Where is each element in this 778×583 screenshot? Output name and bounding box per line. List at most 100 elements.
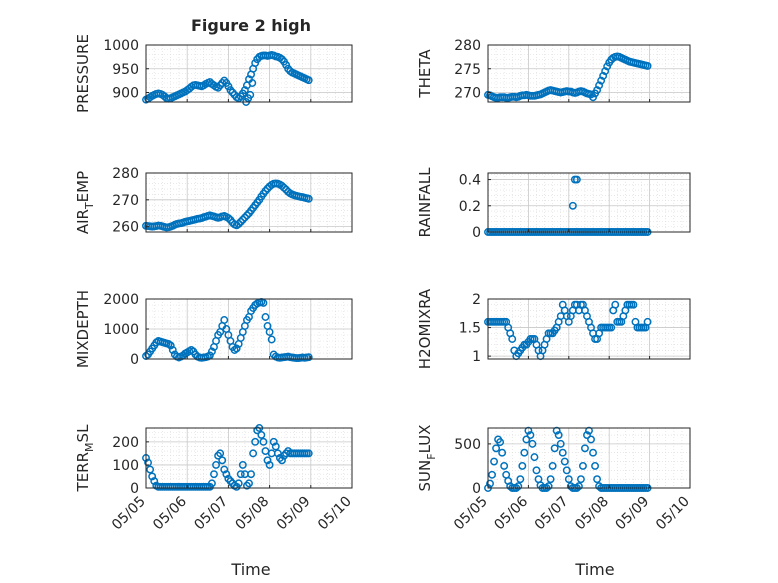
data-point xyxy=(524,426,533,435)
x-tick-label: 05/07 xyxy=(191,494,231,534)
y-tick-label: 1.5 xyxy=(459,321,481,337)
data-point xyxy=(568,201,577,210)
data-series xyxy=(142,179,313,232)
data-point xyxy=(236,470,245,479)
plot-area xyxy=(488,299,690,359)
data-point xyxy=(207,479,216,488)
data-point xyxy=(166,341,175,350)
data-point xyxy=(216,449,225,458)
x-tick-label: 05/09 xyxy=(274,494,314,534)
axes-box xyxy=(487,44,691,103)
data-point xyxy=(212,460,220,469)
x-tick-label: 05/07 xyxy=(532,494,572,534)
data-point xyxy=(278,456,286,465)
y-axis-label: MIXDEPTH xyxy=(74,290,92,368)
data-point xyxy=(560,457,569,466)
y-axis-label: AIRTEMP xyxy=(74,171,96,234)
data-point xyxy=(526,431,535,440)
y-tick-label: 0 xyxy=(130,481,139,497)
data-point xyxy=(597,76,606,85)
data-point xyxy=(222,470,231,479)
y-tick-label: 1 xyxy=(472,349,481,365)
tick-marks xyxy=(145,44,353,102)
data-point xyxy=(261,313,270,321)
data-point xyxy=(530,453,539,462)
data-point xyxy=(595,81,604,90)
y-tick-label: 275 xyxy=(454,62,481,78)
data-point xyxy=(490,457,499,466)
x-tick-label: 05/08 xyxy=(233,494,273,534)
axes-box xyxy=(487,427,691,489)
data-point xyxy=(251,437,260,446)
data-point xyxy=(232,344,241,353)
x-tick-label: 05/08 xyxy=(572,494,612,534)
data-point xyxy=(578,461,587,470)
data-point xyxy=(546,475,555,484)
y-tick-label: 0.4 xyxy=(459,173,481,189)
data-point xyxy=(611,300,620,309)
subplot-5: 0 1000 2000 MIXDEPTH xyxy=(74,290,353,368)
data-point xyxy=(589,448,597,457)
plot-area xyxy=(146,428,352,488)
data-point xyxy=(240,86,249,95)
y-tick-label: 1000 xyxy=(103,38,139,54)
y-tick-label: 260 xyxy=(112,220,139,236)
data-point xyxy=(581,444,589,453)
data-point xyxy=(242,211,251,220)
axes-box xyxy=(145,172,353,233)
data-point xyxy=(486,479,494,488)
y-axis-label: THETA xyxy=(416,49,434,99)
tick-marks xyxy=(145,298,353,360)
data-point xyxy=(249,449,258,458)
data-point xyxy=(280,183,288,192)
minor-grid xyxy=(488,44,690,103)
data-point xyxy=(589,93,597,102)
y-axis-label: H2OMIXRA xyxy=(416,288,434,369)
x-tick-label: 05/05 xyxy=(451,494,491,534)
data-point xyxy=(583,431,591,440)
data-point xyxy=(593,475,602,484)
figure-title: Figure 2 high xyxy=(191,16,311,35)
data-point xyxy=(224,82,233,91)
y-tick-label: 0 xyxy=(472,481,481,497)
data-point xyxy=(304,194,313,203)
tick-marks xyxy=(487,443,691,489)
subplot-4: 0 0.2 0.4 RAINFALL xyxy=(416,167,691,241)
data-point xyxy=(238,460,247,469)
data-point xyxy=(556,439,565,448)
x-tick-label: 05/10 xyxy=(653,494,693,534)
y-tick-label: 0.2 xyxy=(459,199,481,215)
data-point xyxy=(572,175,581,184)
data-point xyxy=(544,482,553,491)
x-axis-label-right: Time xyxy=(574,560,614,579)
subplot-7: 0 100 200 TERRMSL 05/05 05/06 05/07 05/08 05/09 0… xyxy=(74,424,355,533)
data-point xyxy=(150,477,159,486)
y-tick-label: 950 xyxy=(112,62,139,78)
data-point xyxy=(643,61,652,70)
data-point xyxy=(498,448,507,457)
data-point xyxy=(520,448,529,457)
data-point xyxy=(532,466,541,475)
data-point xyxy=(564,475,573,484)
data-point xyxy=(304,353,313,362)
data-point xyxy=(587,435,595,444)
data-point xyxy=(522,435,531,444)
data-point xyxy=(234,94,243,103)
y-tick-label: 200 xyxy=(112,435,139,451)
data-point xyxy=(259,437,268,446)
data-point xyxy=(576,475,585,484)
tick-marks xyxy=(487,179,691,233)
data-point xyxy=(518,461,527,470)
x-tick-label: 05/06 xyxy=(150,493,190,533)
data-point xyxy=(585,426,593,435)
data-point xyxy=(488,470,496,479)
data-point xyxy=(508,335,517,343)
data-point xyxy=(591,461,600,470)
y-tick-label: 280 xyxy=(454,38,481,54)
x-tick-label: 05/06 xyxy=(491,493,531,533)
tick-marks xyxy=(145,172,353,232)
data-point xyxy=(550,444,559,453)
data-point xyxy=(218,456,227,465)
data-point xyxy=(607,323,616,332)
data-point xyxy=(593,86,602,95)
